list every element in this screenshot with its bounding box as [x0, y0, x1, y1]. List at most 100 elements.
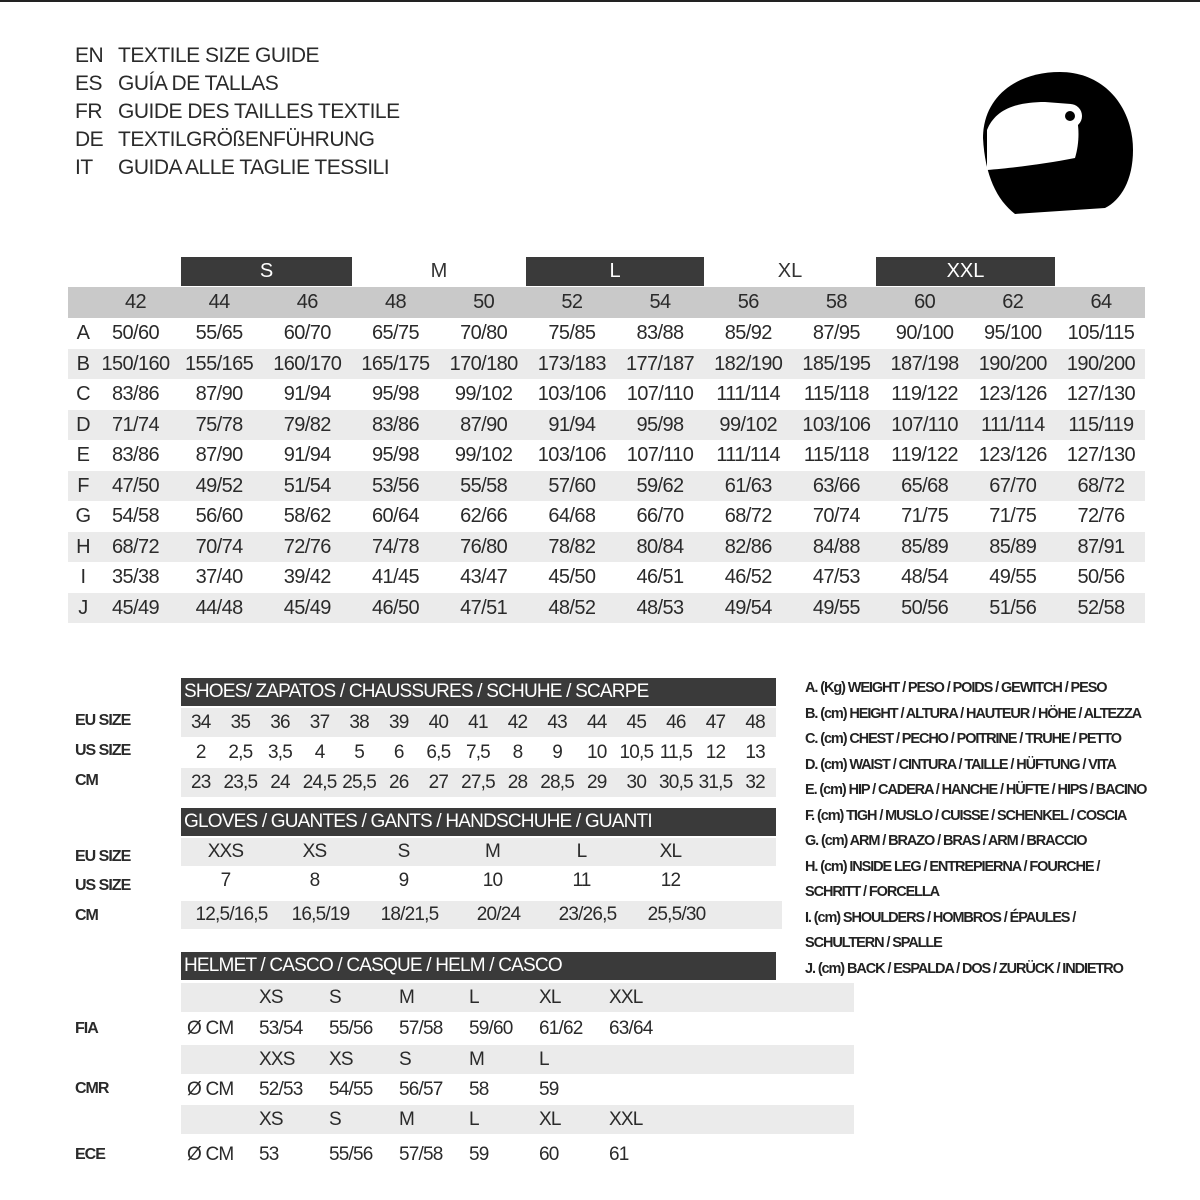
shoe-size-value: 41	[468, 712, 488, 733]
cell-value: 46/50	[371, 596, 420, 619]
table-row-h: H 68/72 70/74 72/76 74/78 76/80 78/82 80/84 82/8…	[68, 531, 1145, 562]
title-text: TEXTILE SIZE GUIDE	[118, 44, 320, 67]
glove-size-value: M	[484, 841, 501, 862]
helmet-value-row: Ø CM 53/54 55/56 57/58 59/60 61/62 63/64	[181, 1014, 782, 1044]
cell-value: 65/68	[901, 474, 949, 497]
helmet-value: 57/58	[399, 1018, 443, 1039]
size-number: 54	[649, 291, 672, 313]
title-text: GUIDA ALLE TAGLIE TESSILI	[118, 156, 390, 179]
guide-titles: EN TEXTILE SIZE GUIDE ES GUÍA DE TALLAS FR…	[75, 42, 400, 182]
shoe-size-value: 7,5	[465, 742, 491, 763]
helmet-size-label: S	[329, 987, 342, 1008]
cell-value: 70/74	[195, 535, 244, 558]
size-number: 44	[208, 291, 231, 313]
cell-value: 190/200	[978, 352, 1048, 375]
shoe-size-value: 6	[393, 742, 405, 763]
first-cell: D 71/74	[68, 410, 175, 441]
lang-code: IT	[75, 156, 93, 179]
row-letter	[68, 287, 96, 318]
cell-value: 111/114	[716, 444, 781, 466]
cell-value: 56/60	[195, 505, 244, 527]
cell-value: 85/89	[989, 535, 1037, 558]
cell-value: 190/200	[1066, 352, 1136, 375]
shoe-size-value: 2,5	[228, 742, 253, 763]
cell-value: 103/106	[537, 383, 607, 405]
cell-value: 85/89	[901, 535, 949, 558]
helmet-standard-label: ECE	[75, 1146, 106, 1163]
helmet-value: 58	[469, 1079, 489, 1100]
shoe-size-value: 27	[428, 772, 449, 793]
glove-row-label: US SIZE	[75, 877, 131, 894]
shoe-size-value: 5	[354, 742, 365, 763]
cell-value: 64/68	[548, 505, 596, 527]
cell-value: 71/75	[989, 505, 1037, 527]
cell-value: 51/56	[989, 596, 1037, 619]
cell-value: 46/51	[636, 566, 685, 588]
legend-item: D. (cm) WAIST / CINTURA / TAILLE / HÜFTU…	[805, 756, 1117, 773]
glove-size-value: 23/26,5	[558, 904, 618, 925]
glove-size-value: 10	[482, 870, 503, 891]
shoe-size-value: 40	[428, 712, 449, 733]
legend-item: B. (cm) HEIGHT / ALTURA / HAUTEUR / HÖHE…	[805, 705, 1142, 722]
cell-value: 103/106	[802, 413, 871, 436]
shoes-header: SHOES/ ZAPATOS / CHAUSSURES / SCHUHE / S…	[181, 678, 776, 706]
helmet-value: 61	[609, 1144, 629, 1165]
cell-value: 48/54	[901, 566, 949, 588]
table-row-b: B 150/160 155/165 160/170 165/175 170/180 173/…	[68, 348, 1145, 379]
cell-value: 60/64	[371, 505, 420, 527]
helmet-size-label: XS	[329, 1049, 354, 1070]
cell-value: 87/91	[1077, 535, 1125, 558]
glove-size-value: 7	[220, 870, 232, 891]
glove-size-value: XL	[659, 841, 682, 862]
first-cell: G 54/58	[68, 501, 175, 532]
helmet-value: 59/60	[469, 1018, 513, 1039]
helmet-value: 56/57	[399, 1079, 443, 1100]
size-header-row: 42 44 46 48 50 52 54 56 58 60 62 64	[68, 287, 1145, 318]
glove-size-value: XXS	[207, 841, 244, 862]
shoe-size-value: 10,5	[619, 742, 654, 763]
cell-value: 45/49	[111, 596, 160, 619]
cell-value: 44/48	[195, 596, 244, 619]
cell-value: 55/65	[195, 322, 244, 344]
cell-value: 170/180	[449, 352, 519, 375]
measurement-legend: A. (Kg) WEIGHT / PESO / POIDS / GEWITCH …	[805, 676, 1147, 982]
cell-value: 52/58	[1077, 596, 1125, 619]
cell-value: 67/70	[989, 474, 1037, 497]
helmet-size-row: XS S M L XL XXL	[181, 983, 854, 1012]
glove-row-label: CM	[75, 907, 99, 924]
title-fr: FR GUIDE DES TAILLES TEXTILE	[75, 98, 400, 126]
shoe-size-value: 39	[388, 712, 409, 733]
cell-value: 78/82	[548, 535, 596, 558]
cell-value: 37/40	[195, 566, 244, 588]
first-cell: I 35/38	[68, 562, 175, 593]
cell-value: 60/70	[283, 322, 332, 344]
helmet-header: HELMET / CASCO / CASQUE / HELM / CASCO	[181, 952, 776, 980]
legend-item: E. (cm) HIP / CADERA / HANCHE / HÜFTE / …	[805, 782, 1147, 798]
shoe-size-value: 28	[507, 772, 528, 793]
glove-size-value: XS	[302, 841, 328, 862]
legend-item: SCHRITT / FORCELLA	[805, 884, 940, 900]
cell-value: 119/122	[891, 383, 958, 405]
table-row-g: G 54/58 56/60 58/62 60/64 62/66 64/68 66/70 68/7…	[68, 501, 1145, 532]
cell-value: 43/47	[460, 566, 508, 588]
glove-size-value: 16,5/19	[291, 904, 351, 925]
cell-value: 90/100	[895, 322, 954, 344]
shoe-size-value: 35	[230, 712, 251, 733]
cell-value: 63/66	[812, 474, 861, 497]
cell-value: 173/183	[537, 352, 607, 375]
shoe-size-value: 43	[547, 712, 567, 733]
cell-value: 83/88	[636, 322, 685, 344]
cell-value: 107/110	[891, 413, 958, 436]
cell-value: 127/130	[1066, 444, 1136, 466]
size-cell: 42	[68, 287, 175, 318]
shoe-size-value: 31,5	[698, 772, 734, 793]
cell-value: 47/50	[111, 474, 160, 497]
legend-item: A. (Kg) WEIGHT / PESO / POIDS / GEWITCH …	[805, 680, 1108, 696]
helmet-size-label: L	[469, 987, 480, 1008]
cell-value: 127/130	[1066, 383, 1136, 405]
gloves-header: GLOVES / GUANTES / GANTS / HANDSCHUHE / …	[181, 808, 776, 836]
cell-value: 68/72	[724, 505, 773, 527]
cell-value: 185/195	[802, 352, 871, 375]
lang-code: EN	[75, 44, 104, 67]
shoe-size-value: 13	[745, 742, 765, 763]
